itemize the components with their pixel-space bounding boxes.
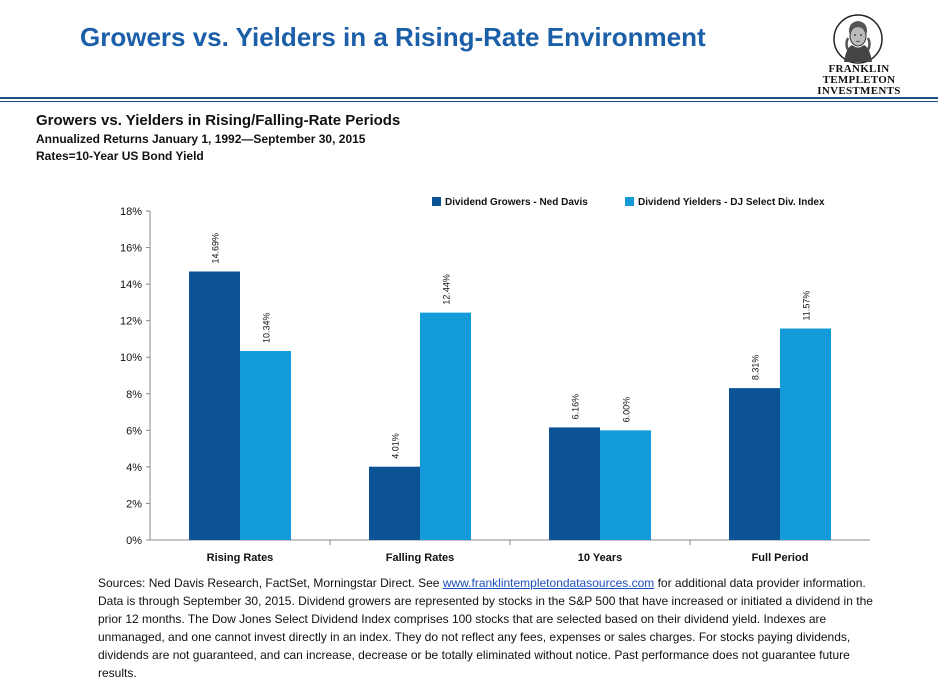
y-tick-label: 2%: [126, 498, 142, 510]
footnote-disclosure: for additional data provider information…: [98, 576, 873, 680]
franklin-templeton-logo: FRANKLIN TEMPLETON INVESTMENTS: [800, 14, 918, 97]
bar: [240, 351, 291, 540]
data-label: 4.01%: [391, 433, 401, 459]
data-label: 11.57%: [802, 291, 812, 321]
bar: [600, 430, 651, 540]
bar: [369, 466, 420, 540]
y-tick-label: 8%: [126, 389, 142, 401]
footnote-sources: Sources: Ned Davis Research, FactSet, Mo…: [98, 576, 443, 590]
slide-title: Growers vs. Yielders in a Rising-Rate En…: [80, 22, 706, 52]
bar: [549, 427, 600, 540]
legend-label: Dividend Growers - Ned Davis: [445, 197, 588, 208]
data-label: 10.34%: [262, 312, 272, 343]
chart-subtitle-period: Annualized Returns January 1, 1992—Septe…: [36, 132, 366, 146]
data-label: 12.44%: [442, 274, 452, 305]
bar: [420, 312, 471, 540]
data-sources-link[interactable]: www.franklintempletondatasources.com: [442, 576, 655, 590]
header-divider-thick: [0, 97, 938, 99]
footnote: Sources: Ned Davis Research, FactSet, Mo…: [98, 574, 888, 682]
chart-title: Growers vs. Yielders in Rising/Falling-R…: [36, 112, 401, 129]
y-tick-label: 10%: [120, 352, 142, 364]
x-tick-label: Rising Rates: [207, 552, 274, 564]
y-tick-label: 16%: [120, 243, 142, 255]
logo-text-line1: FRANKLIN TEMPLETON: [822, 63, 896, 86]
legend-swatch: [432, 197, 441, 206]
data-label: 8.31%: [751, 355, 761, 381]
benjamin-franklin-portrait-icon: [833, 14, 883, 64]
data-label: 14.69%: [211, 233, 221, 264]
y-tick-label: 12%: [120, 316, 142, 328]
x-tick-label: Falling Rates: [386, 552, 454, 564]
bar: [780, 328, 831, 540]
y-tick-label: 4%: [126, 462, 142, 474]
x-tick-label: 10 Years: [578, 552, 622, 564]
y-tick-label: 14%: [120, 279, 142, 291]
y-tick-label: 0%: [126, 535, 142, 547]
y-tick-label: 6%: [126, 425, 142, 437]
header-divider-thin: [0, 101, 938, 102]
y-tick-label: 18%: [120, 206, 142, 218]
x-tick-label: Full Period: [752, 552, 809, 564]
data-label: 6.16%: [571, 394, 581, 420]
logo-text-line2: INVESTMENTS: [817, 85, 901, 97]
chart-subtitle-rates: Rates=10-Year US Bond Yield: [36, 149, 204, 163]
data-label: 6.00%: [622, 397, 632, 423]
legend-swatch: [625, 197, 634, 206]
legend-label: Dividend Yielders - DJ Select Div. Index: [638, 197, 825, 208]
bar: [189, 271, 240, 540]
bar: [729, 388, 780, 540]
